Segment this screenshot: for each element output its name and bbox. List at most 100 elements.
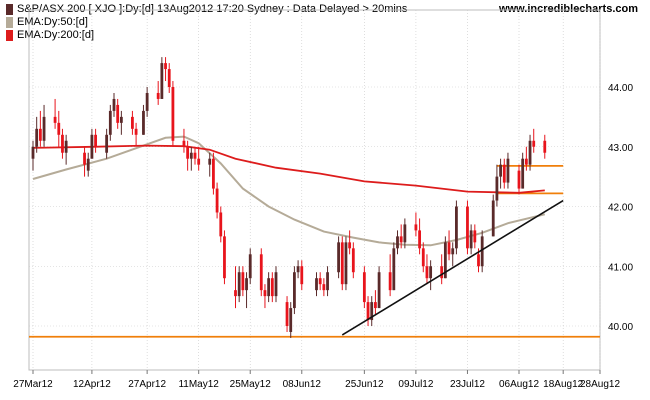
trend-line [341,199,564,336]
candle [377,266,381,309]
candle [248,248,252,285]
legend-ema200-swatch [6,29,13,41]
candle-body [491,200,495,237]
candle [499,158,502,189]
x-tick-label: 25May12 [230,379,272,390]
candle [517,164,521,195]
candle [469,224,473,255]
candle [212,152,215,195]
candle-body [31,146,35,159]
candle-body [370,302,374,321]
legend-price-swatch [6,3,13,15]
candle [421,242,425,273]
x-tick-label: 11May12 [178,379,219,390]
candle [396,230,399,255]
candle-body [447,242,451,255]
candle-body [112,98,116,111]
x-tick-label: 18Aug12 [543,379,583,390]
x-tick-label: 12Apr12 [73,379,111,390]
candle [337,236,340,279]
candle-body [532,140,536,147]
site-label: www.incrediblecharts.com [499,3,638,15]
grid-layer [28,9,601,371]
candle [473,224,477,249]
candle [344,236,348,291]
candle-body [274,272,278,297]
candle-body [351,248,355,273]
candle-body [208,158,212,165]
candle [293,266,296,315]
candle-body [318,278,322,285]
candle [116,98,120,129]
candle [263,284,267,309]
candle [53,98,57,129]
candle-body [142,110,145,135]
candle-body [473,230,477,243]
candle-body [506,158,510,183]
legend-ema50: EMA:Dy:50:[d] [6,15,88,29]
candle-body [421,248,425,267]
candle [366,296,370,326]
candle [348,230,352,255]
candle-body [289,308,293,332]
candle [318,272,322,291]
candle [480,230,484,273]
candle [108,104,112,141]
ema200-line [32,144,545,194]
x-tick-label: 28Aug12 [580,379,620,390]
candle-body [521,158,525,189]
candle [267,272,271,303]
candle-body [164,63,167,70]
candle [167,63,171,93]
x-tick-label: 23Jul12 [450,379,485,390]
candle [388,254,392,297]
candle-body [300,266,304,285]
candle-body [186,146,190,159]
candle-body [182,140,186,147]
axes: 44.00 43.00 42.00 41.00 40.00 27Mar12 12Apr12 2… [13,83,633,390]
y-tick-label: 42.00 [608,203,633,214]
candle-body [38,128,42,141]
candle [300,260,304,291]
candle [418,218,421,255]
candle-body [440,266,444,279]
candle [215,182,219,219]
candle-body [285,302,289,326]
candle [156,81,160,105]
candle-body [362,272,366,303]
candle-body [145,92,149,111]
candle-body [234,290,237,297]
candle-body [499,164,502,177]
candle-body [396,236,399,249]
y-tick-label: 43.00 [608,143,633,154]
candle-body [108,110,112,135]
candle [455,200,458,255]
candle [429,260,433,291]
candle-body [64,140,68,153]
candle-body [116,104,120,123]
candle [440,254,444,285]
candle [399,224,403,249]
candle [528,134,532,171]
candle-body [543,140,547,153]
candle-body [443,242,447,279]
candle-body [53,116,57,123]
candle-body [502,164,506,183]
legend-ema50-label: EMA:Dy:50:[d] [17,16,88,28]
candle [193,146,197,165]
candle-body [451,248,455,255]
candle-body [83,152,86,165]
candle [506,152,510,189]
candle [362,266,366,309]
candle-body [340,242,344,285]
candle [326,266,329,297]
candle [543,134,547,159]
x-tick-label: 09Jul12 [398,379,433,390]
candle [521,152,525,189]
legend-ema200: EMA:Dy:200:[d] [6,28,94,42]
candle-body [259,254,263,291]
candle-body [248,254,252,279]
candle [425,254,429,285]
candle [182,128,186,153]
candle [245,272,248,309]
